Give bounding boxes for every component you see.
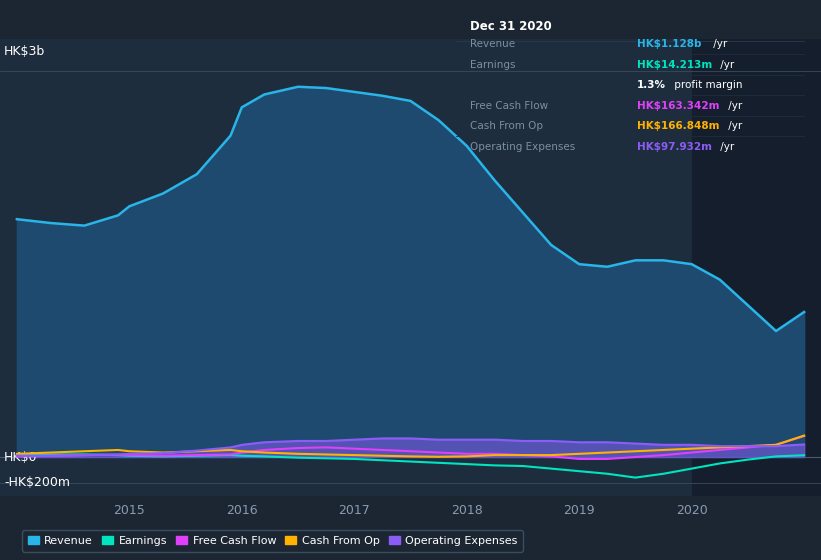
Text: /yr: /yr: [718, 142, 735, 152]
Text: /yr: /yr: [725, 121, 742, 131]
Text: 1.3%: 1.3%: [637, 80, 666, 90]
Text: HK$0: HK$0: [4, 451, 38, 464]
Text: HK$1.128b: HK$1.128b: [637, 39, 702, 49]
Text: Cash From Op: Cash From Op: [470, 121, 543, 131]
Text: Earnings: Earnings: [470, 59, 515, 69]
Text: Free Cash Flow: Free Cash Flow: [470, 101, 548, 110]
Text: HK$97.932m: HK$97.932m: [637, 142, 712, 152]
Bar: [691, 39, 821, 496]
Text: Revenue: Revenue: [470, 39, 515, 49]
Text: HK$166.848m: HK$166.848m: [637, 121, 719, 131]
Text: /yr: /yr: [718, 59, 735, 69]
Text: profit margin: profit margin: [672, 80, 743, 90]
Text: HK$163.342m: HK$163.342m: [637, 101, 719, 110]
Text: /yr: /yr: [709, 39, 727, 49]
Text: Operating Expenses: Operating Expenses: [470, 142, 575, 152]
Text: HK$14.213m: HK$14.213m: [637, 59, 713, 69]
Text: -HK$200m: -HK$200m: [4, 476, 70, 489]
Text: /yr: /yr: [725, 101, 742, 110]
Text: Dec 31 2020: Dec 31 2020: [470, 20, 552, 32]
Legend: Revenue, Earnings, Free Cash Flow, Cash From Op, Operating Expenses: Revenue, Earnings, Free Cash Flow, Cash …: [22, 530, 523, 552]
Text: HK$3b: HK$3b: [4, 45, 45, 58]
